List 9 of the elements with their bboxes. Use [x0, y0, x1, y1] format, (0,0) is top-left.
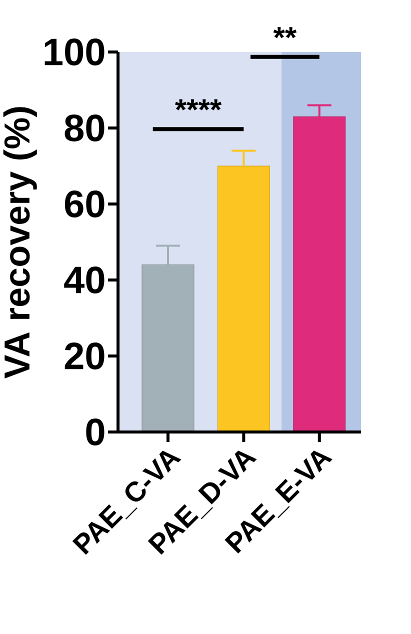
- y-tick-label: 80: [64, 114, 104, 142]
- y-tick-label: 40: [64, 266, 104, 294]
- y-tick-label: 60: [64, 190, 104, 218]
- y-tick-label: 100: [44, 38, 104, 66]
- y-axis-title: VA recovery (%): [3, 107, 37, 378]
- annotation: ****: [175, 99, 222, 110]
- y-tick-label: 20: [64, 342, 104, 370]
- y-tick-label: 0: [86, 418, 104, 446]
- text: **: [273, 27, 297, 38]
